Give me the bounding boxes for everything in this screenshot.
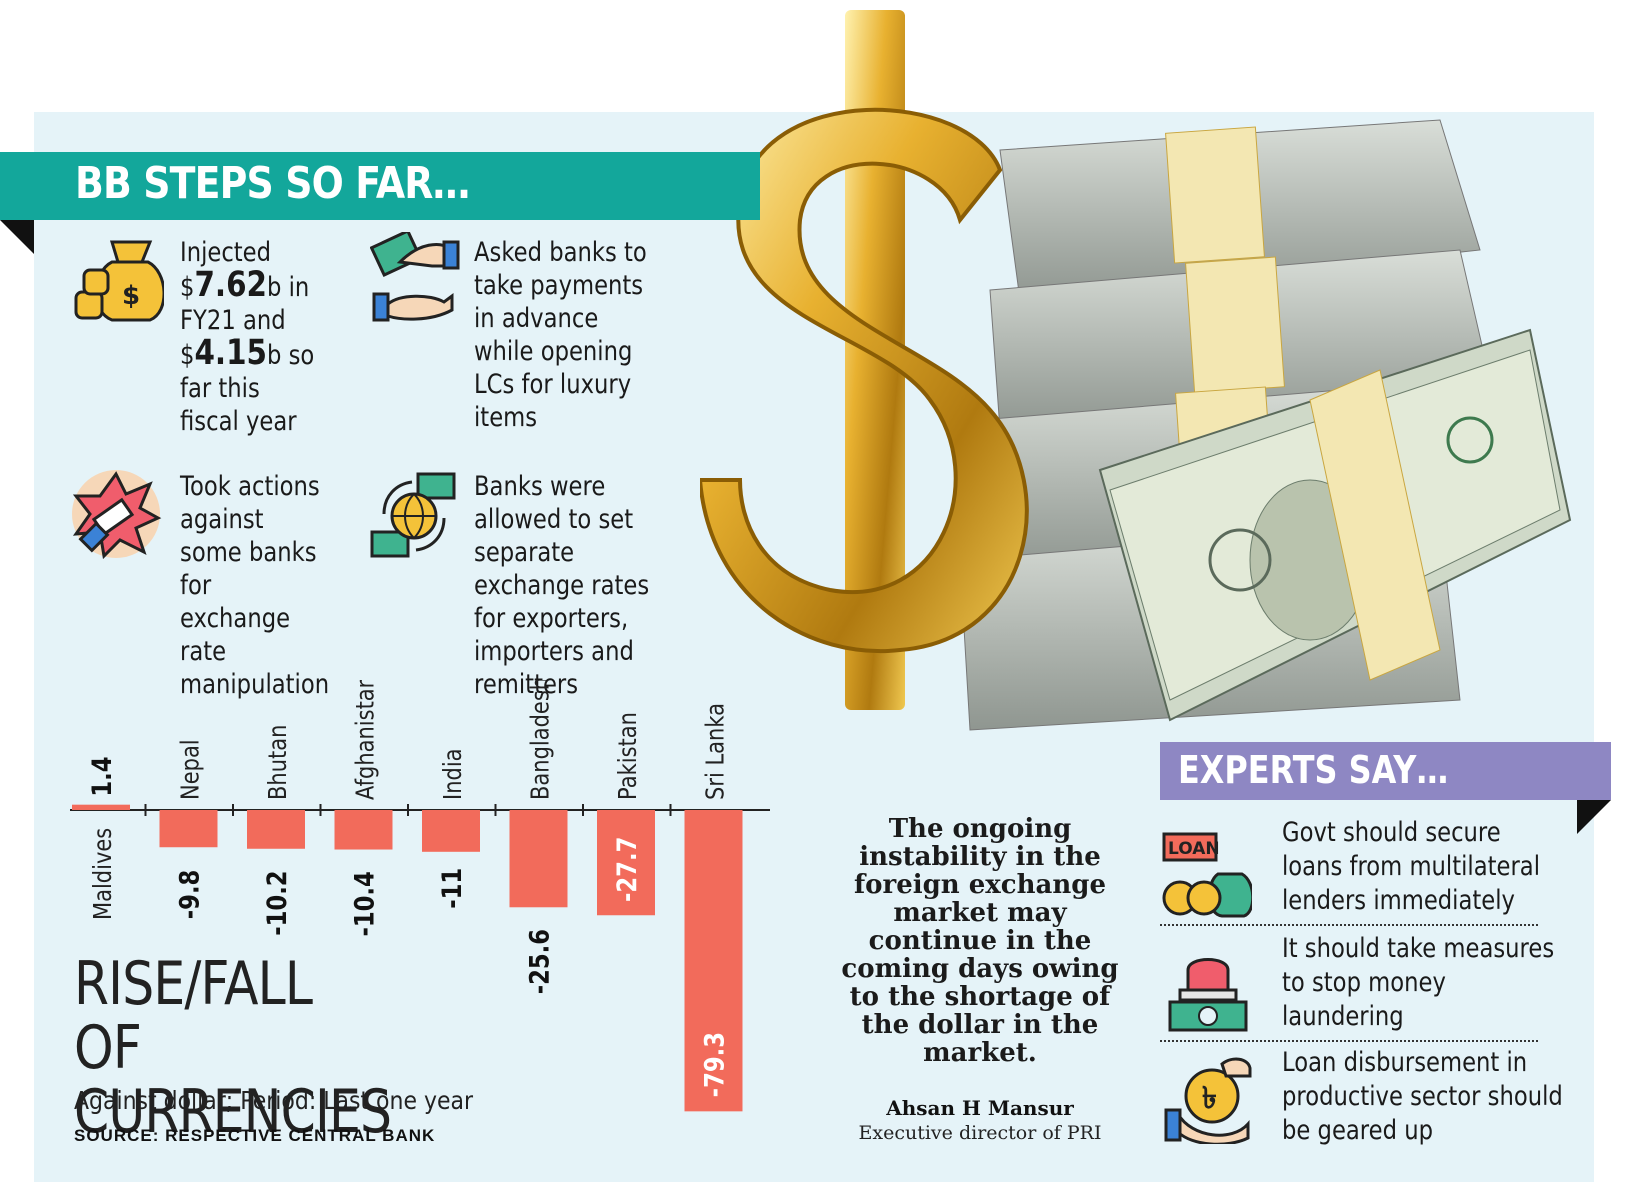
loan-icon: LOAN [1162,832,1252,918]
category-label: Bhutan [264,725,292,800]
dollar-money-illustration [700,10,1572,731]
category-label: India [439,748,467,800]
chart-title: RISE/FALL OF CURRENCIES [74,949,392,1147]
value-label: -9.8 [174,870,205,920]
experts-banner [1160,742,1611,800]
value-label: 1.4 [86,757,117,797]
svg-text:$: $ [122,281,140,311]
bar-afghanistan [334,810,393,850]
bar-nepal [159,810,218,848]
category-label: Afghanistan [352,680,380,800]
step-2-text: Asked banks to take payments in advance … [474,237,647,433]
hundred-dollar-bundle [1098,328,1572,722]
svg-text:LOAN: LOAN [1168,839,1220,859]
category-label: Nepal [177,739,205,800]
steps-title: BB STEPS SO FAR… [75,158,470,209]
banner-fold [0,220,34,254]
chart-subtitle: Against dollar; Period: Last one year [74,1086,474,1115]
expert-divider-1 [1160,924,1538,926]
expert-3-text: Loan disbursement in productive sector s… [1282,1047,1563,1146]
expert-divider-2 [1160,1040,1538,1042]
value-label: -11 [436,868,467,909]
quote-author-role: Executive director of PRI [858,1122,1102,1144]
advance-payment-icon [370,232,460,322]
steps-banner [0,152,760,220]
category-label: Maldives [89,828,117,920]
expert-quote: The ongoing instability in the foreign e… [841,814,1119,1068]
chart-source: SOURCE: RESPECTIVE CENTRAL BANK [74,1126,436,1145]
money-bag-icon: $ [74,240,164,322]
experts-banner-fold [1577,800,1611,834]
gold-dollar-sign [700,10,1029,710]
quote-author: Ahsan H Mansur [886,1096,1074,1120]
value-label: -10.4 [349,871,380,936]
value-label: -10.2 [261,870,292,935]
bar-india [422,810,480,852]
experts-title: EXPERTS SAY… [1178,748,1449,792]
bar-bhutan [247,810,305,849]
currency-bar-chart: Maldives 1.4 Nepal -9.8 Bhutan -10.2 Afghanist… [70,680,770,1112]
step-3-text: Took actions against some banks for exch… [180,471,330,700]
value-label: -25.6 [524,929,555,994]
bar-pakistan [597,810,655,916]
step-4-text: Banks were allowed to set separate excha… [474,471,650,700]
svg-text:৳: ৳ [1202,1081,1217,1116]
alarm-money-icon [1168,958,1248,1032]
step-1-text: Injected $7.62b in FY21 and $4.15b so fa… [180,237,315,437]
expert-1-text: Govt should secure loans from multilater… [1282,817,1540,916]
globe-exchange-icon [370,472,456,558]
handshake-icon [72,470,162,560]
category-label: Sri Lanka [702,703,730,800]
bar-maldives [72,804,130,810]
taka-coin-hand-icon: ৳ [1164,1057,1252,1144]
value-label: -79.3 [699,1032,730,1097]
category-label: Bangladesh [527,680,555,800]
category-label: Pakistan [614,712,642,800]
value-label: -27.7 [611,837,642,902]
expert-2-text: It should take measures to stop money la… [1282,933,1555,1032]
bar-sri-lanka [684,810,743,1112]
bar-bangladesh [509,810,568,908]
